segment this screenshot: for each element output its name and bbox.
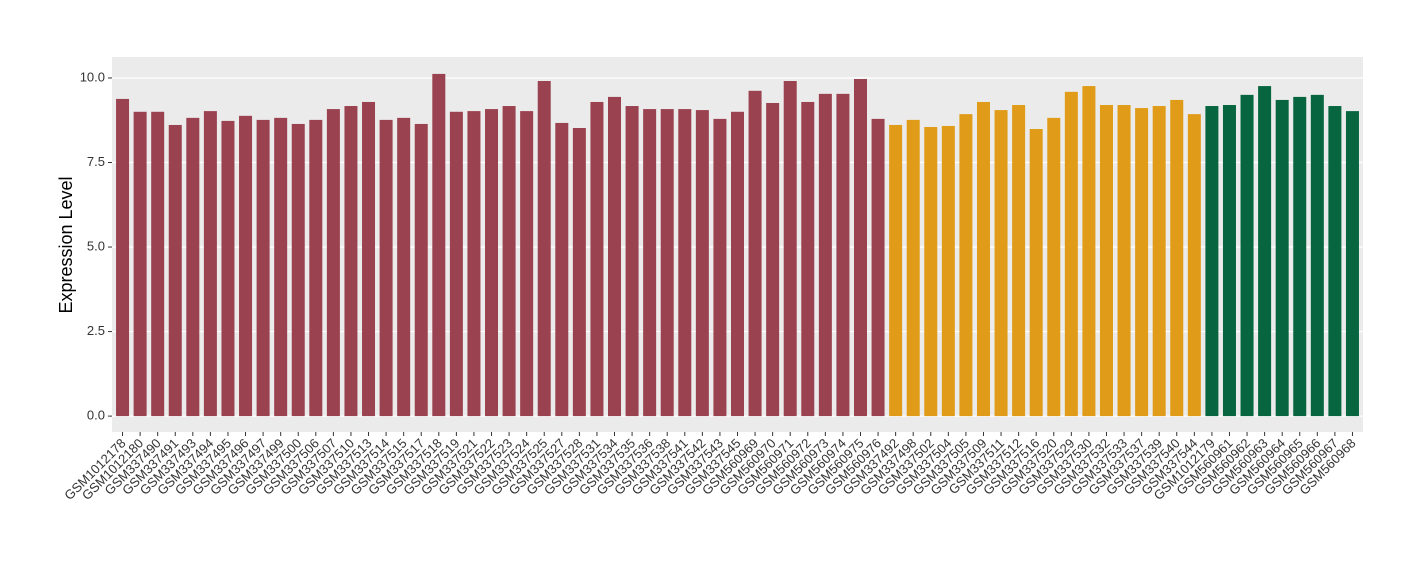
bar — [1012, 105, 1026, 417]
bar — [239, 115, 253, 417]
bar — [660, 109, 674, 417]
bar — [748, 90, 762, 417]
bar — [414, 123, 428, 417]
bar — [730, 111, 745, 417]
bar — [326, 109, 340, 417]
bar — [1187, 114, 1201, 417]
bar — [309, 119, 323, 417]
bar — [221, 120, 235, 417]
y-tick-label: 5.0 — [87, 238, 105, 253]
bar — [344, 106, 358, 417]
bar — [432, 73, 446, 417]
bar — [941, 125, 955, 417]
bar — [608, 96, 622, 417]
bar — [520, 111, 534, 417]
bar — [362, 101, 376, 417]
bar — [1152, 106, 1166, 417]
bar — [1135, 108, 1149, 417]
bar — [1205, 106, 1219, 417]
bar — [924, 126, 938, 417]
bar — [485, 109, 499, 417]
bar — [537, 81, 551, 417]
y-tick-label: 7.5 — [87, 154, 105, 169]
bar — [379, 119, 393, 417]
bar — [959, 114, 973, 417]
y-axis-title: Expression Level — [56, 176, 76, 313]
bar — [783, 81, 797, 417]
bar — [555, 122, 569, 417]
bar — [766, 102, 780, 417]
bar — [203, 111, 217, 417]
bar — [133, 111, 147, 417]
bar — [994, 110, 1008, 417]
bar — [449, 111, 463, 417]
bar — [801, 101, 815, 417]
bar — [1222, 105, 1236, 417]
bar — [590, 101, 604, 417]
bar — [836, 93, 850, 417]
bar — [151, 111, 165, 417]
bar — [186, 117, 200, 417]
bar — [502, 106, 516, 417]
bar — [1293, 96, 1307, 417]
bar — [1082, 86, 1096, 417]
bar — [818, 93, 832, 417]
bar — [291, 123, 305, 417]
y-tick-label: 2.5 — [87, 323, 105, 338]
bar — [168, 124, 182, 417]
bar — [1170, 99, 1184, 417]
bar — [1275, 99, 1289, 417]
bar — [116, 98, 130, 417]
bar — [906, 119, 920, 417]
bar — [643, 109, 657, 417]
bar — [274, 117, 288, 417]
bar — [1047, 117, 1061, 417]
bar — [1258, 86, 1272, 417]
y-tick-label: 0.0 — [87, 408, 105, 423]
bar — [1240, 94, 1254, 417]
bar — [1029, 129, 1043, 417]
bar — [871, 118, 885, 417]
bar — [625, 106, 639, 417]
bar — [397, 117, 411, 417]
bar — [889, 124, 903, 417]
bar — [1117, 105, 1131, 417]
bar — [1064, 91, 1078, 417]
bar — [1345, 111, 1359, 417]
bar — [1310, 94, 1324, 417]
bar — [976, 101, 990, 417]
bar — [572, 128, 586, 417]
bar — [467, 111, 481, 417]
bar — [713, 118, 727, 417]
bar — [1099, 105, 1113, 417]
bar — [853, 78, 867, 417]
y-tick-label: 10.0 — [80, 69, 105, 84]
bar — [695, 110, 709, 417]
bar — [678, 109, 692, 417]
bar — [1328, 106, 1342, 417]
bar — [256, 119, 270, 417]
